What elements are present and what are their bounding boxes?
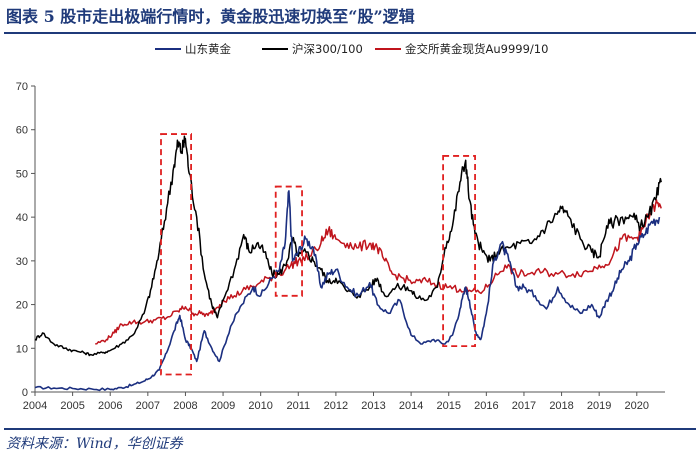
x-tick-label: 2010 (248, 400, 272, 412)
x-tick-label: 2011 (286, 400, 310, 412)
x-tick-label: 2006 (98, 400, 122, 412)
x-tick-label: 2012 (324, 400, 348, 412)
x-tick-label: 2014 (399, 400, 423, 412)
y-tick-label: 40 (16, 212, 28, 224)
legend-label-1: 沪深300/100 (292, 42, 363, 56)
line-chart: 山东黄金 沪深300/100 金交所黄金现货Au9999/10 0 10 20 30 40 5… (16, 42, 665, 412)
x-tick-label: 2016 (474, 400, 498, 412)
y-tick-label: 50 (16, 168, 28, 180)
y-tick-label: 20 (16, 300, 28, 312)
y-axis: 0 10 20 30 40 50 60 70 (16, 81, 36, 399)
legend: 山东黄金 沪深300/100 金交所黄金现货Au9999/10 (155, 42, 548, 56)
annotation-box-0 (160, 133, 192, 376)
x-axis: 2004 2005 2006 2007 2008 2009 2010 2011 2012 2013… (23, 391, 665, 412)
x-tick-label: 2015 (436, 400, 460, 412)
annotation-box-2 (442, 155, 476, 348)
title-rule (4, 32, 696, 34)
annotation-box-1 (274, 185, 303, 297)
x-tick-label: 2005 (60, 400, 84, 412)
y-tick-label: 30 (16, 256, 28, 268)
x-tick-label: 2017 (512, 400, 536, 412)
x-tick-label: 2007 (136, 400, 160, 412)
plot-area (34, 135, 662, 392)
series-line-2 (95, 199, 662, 345)
x-tick-label: 2019 (587, 400, 611, 412)
x-tick-label: 2004 (23, 400, 47, 412)
legend-label-2: 金交所黄金现货Au9999/10 (405, 42, 548, 56)
source-note: 资料来源：Wind，华创证券 (6, 436, 183, 452)
series-line-1 (34, 135, 662, 357)
x-tick-label: 2008 (173, 400, 197, 412)
legend-label-0: 山东黄金 (185, 42, 231, 56)
x-tick-label: 2013 (361, 400, 385, 412)
y-tick-label: 0 (22, 387, 28, 399)
footer-rule (4, 428, 696, 430)
figure-title: 图表 5 股市走出极端行情时，黄金股迅速切换至“股”逻辑 (6, 7, 415, 26)
y-tick-label: 70 (16, 81, 28, 93)
y-tick-label: 60 (16, 125, 28, 137)
x-tick-label: 2020 (625, 400, 649, 412)
series-line-0 (34, 190, 661, 392)
annotation-boxes (160, 133, 476, 376)
y-tick-label: 10 (16, 343, 28, 355)
x-tick-label: 2018 (549, 400, 573, 412)
x-tick-label: 2009 (211, 400, 235, 412)
